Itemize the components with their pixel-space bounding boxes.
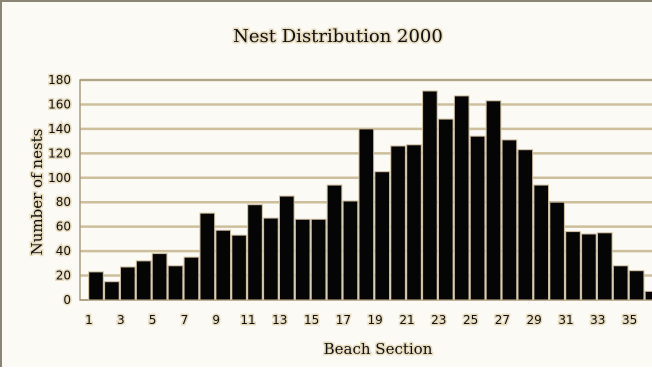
bar-section-28 xyxy=(517,149,534,301)
bar-section-33 xyxy=(597,232,613,301)
y-tick-label: 60 xyxy=(56,220,71,234)
bar-section-35 xyxy=(628,270,645,301)
bar-section-23 xyxy=(438,118,454,301)
y-tick-labels: 0 20 40 60 80 100 120 140 160 180 xyxy=(47,72,73,309)
bar-section-2 xyxy=(104,281,120,301)
bar-section-32 xyxy=(581,233,597,301)
x-tick-label: 33 xyxy=(590,313,605,327)
x-axis-label: Beach Section xyxy=(324,340,433,358)
x-tick-label: 11 xyxy=(240,313,255,327)
bar-section-27 xyxy=(501,139,518,301)
bar-section-9 xyxy=(215,229,231,301)
bar-section-29 xyxy=(533,184,550,301)
x-tick-labels: 1 3 5 7 9 11 13 15 17 19 21 23 25 27 29 31 33 35 xyxy=(84,312,639,329)
x-tick-label: 7 xyxy=(181,313,189,327)
x-tick-label: 9 xyxy=(212,313,220,327)
x-tick-label: 1 xyxy=(85,313,93,327)
bar-section-10 xyxy=(231,234,247,301)
y-axis-label: Number of nests xyxy=(28,129,46,256)
y-tick-label: 20 xyxy=(56,269,71,283)
bar-section-15 xyxy=(310,218,327,301)
bar-section-19 xyxy=(374,171,390,301)
bar-section-26 xyxy=(485,100,502,301)
chart-title: Nest Distribution 2000 xyxy=(233,26,443,47)
y-tick-label: 120 xyxy=(48,146,71,160)
bar-section-14 xyxy=(294,218,311,301)
bar-section-25 xyxy=(469,135,486,301)
y-tick-label: 160 xyxy=(48,97,71,111)
bar-section-5 xyxy=(151,253,168,301)
x-tick-label: 31 xyxy=(558,313,573,327)
y-tick-label: 140 xyxy=(48,122,71,136)
bar-section-24 xyxy=(453,95,470,301)
bar-section-7 xyxy=(183,256,200,301)
bar-section-34 xyxy=(612,265,629,301)
bar-section-22 xyxy=(422,90,438,301)
y-tick-label: 40 xyxy=(56,244,71,258)
x-tick-label: 3 xyxy=(117,313,125,327)
x-tick-label: 13 xyxy=(272,313,287,327)
bar-section-12 xyxy=(263,217,279,301)
bar-section-8 xyxy=(199,212,216,301)
y-tick-label: 180 xyxy=(48,73,71,87)
x-tick-label: 19 xyxy=(368,313,383,327)
x-tick-label: 17 xyxy=(336,313,351,327)
bar-section-3 xyxy=(120,266,136,301)
x-tick-label: 21 xyxy=(399,313,414,327)
x-tick-label: 23 xyxy=(431,313,446,327)
x-tick-label: 5 xyxy=(149,313,157,327)
bar-section-16 xyxy=(326,184,343,301)
bar-section-13 xyxy=(279,195,295,301)
bar-section-30 xyxy=(549,201,565,301)
bar-section-4 xyxy=(135,260,152,301)
y-tick-label: 80 xyxy=(56,195,71,209)
y-tick-label: 0 xyxy=(63,293,71,307)
bar-section-36 xyxy=(644,290,652,301)
bar-section-21 xyxy=(406,144,422,301)
x-tick-label: 27 xyxy=(495,313,510,327)
bar-section-18 xyxy=(358,128,375,301)
y-tick-label: 100 xyxy=(48,171,71,185)
bar-section-6 xyxy=(167,265,184,301)
x-tick-label: 15 xyxy=(304,313,319,327)
x-tick-label: 25 xyxy=(463,313,478,327)
bar-section-1 xyxy=(88,271,104,301)
bar-section-17 xyxy=(342,200,359,301)
x-tick-label: 35 xyxy=(622,313,637,327)
bars xyxy=(88,90,652,301)
bar-section-20 xyxy=(390,145,406,301)
x-tick-label: 29 xyxy=(527,313,542,327)
bar-section-31 xyxy=(565,231,581,301)
bar-section-11 xyxy=(247,204,263,301)
